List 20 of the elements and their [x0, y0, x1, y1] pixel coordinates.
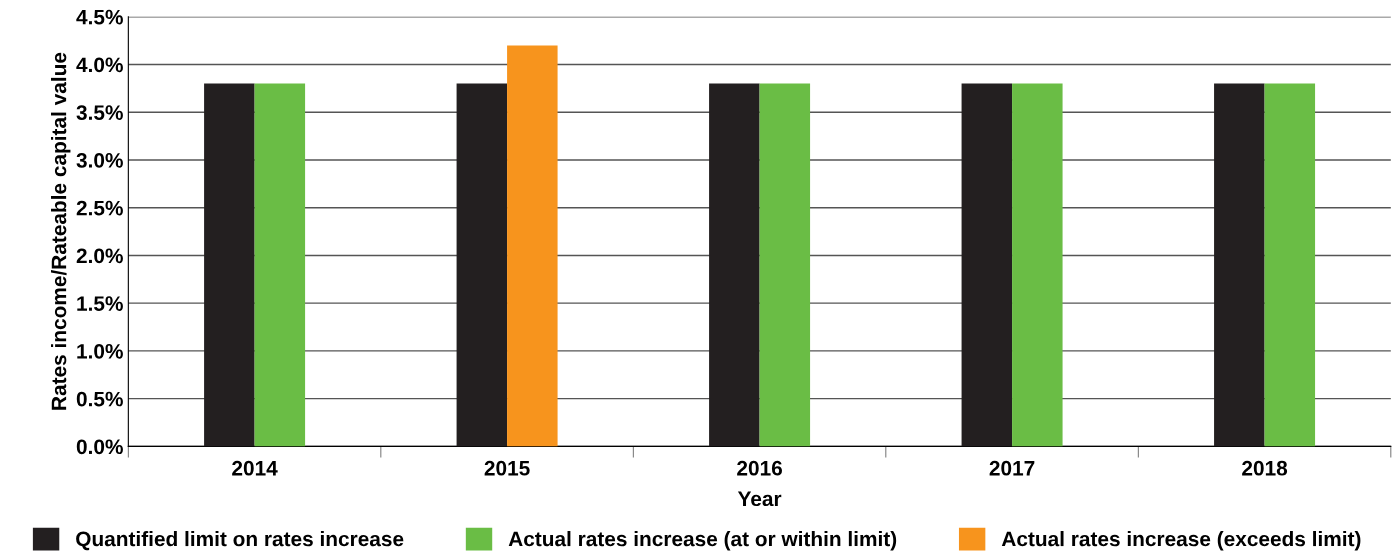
x-tick-label: 2015 — [484, 460, 530, 476]
x-tick-label: 2016 — [737, 460, 782, 476]
y-tick-label: 0.5% — [76, 391, 123, 407]
x-tick-label: 2018 — [1242, 460, 1288, 476]
y-tick-label: 1.0% — [77, 343, 123, 359]
y-tick-label: 2.5% — [76, 200, 123, 216]
y-tick-label: 0.0% — [76, 439, 123, 455]
y-tick-label: 4.5% — [76, 9, 123, 25]
y-tick-label: 4.0% — [76, 57, 123, 73]
y-tick-label: 3.5% — [76, 105, 123, 120]
legend-label: Actual rates increase (exceeds limit) — [1001, 530, 1361, 551]
y-axis-title: Rates income/Rateable capital value — [51, 52, 71, 410]
y-tick-label: 1.5% — [77, 296, 123, 311]
y-tick-label: 3.0% — [76, 152, 123, 168]
legend-label: Actual rates increase (at or within limit) — [508, 530, 897, 551]
x-tick-label: 2014 — [232, 460, 278, 476]
y-tick-label: 2.0% — [76, 248, 123, 264]
legend-label: Quantified limit on rates increase — [76, 530, 404, 551]
x-axis-title: Year — [737, 491, 782, 507]
x-tick-label: 2017 — [989, 460, 1035, 476]
